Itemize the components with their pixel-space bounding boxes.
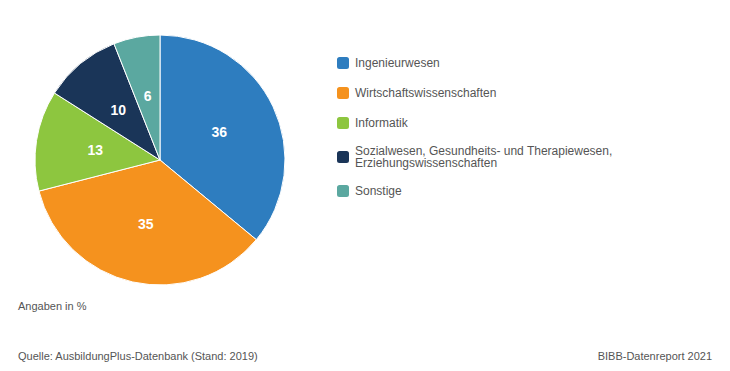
svg-text:Angaben in %: Angaben in % — [18, 300, 87, 312]
svg-text:6: 6 — [144, 88, 152, 104]
svg-text:36: 36 — [211, 124, 227, 140]
svg-text:Informatik: Informatik — [355, 116, 409, 130]
svg-text:35: 35 — [138, 216, 154, 232]
svg-text:Ingenieurwesen: Ingenieurwesen — [355, 56, 440, 70]
svg-text:Sozialwesen, Gesundheits- und: Sozialwesen, Gesundheits- und Therapiewe… — [355, 144, 613, 158]
svg-text:Erziehungswissenschaften: Erziehungswissenschaften — [355, 156, 497, 170]
svg-text:Sonstige: Sonstige — [355, 184, 402, 198]
svg-text:13: 13 — [88, 142, 104, 158]
svg-text:BIBB-Datenreport 2021: BIBB-Datenreport 2021 — [598, 350, 712, 362]
svg-text:10: 10 — [110, 102, 126, 118]
svg-text:Wirtschaftswissenschaften: Wirtschaftswissenschaften — [355, 86, 496, 100]
svg-text:Quelle: AusbildungPlus-Datenba: Quelle: AusbildungPlus-Datenbank (Stand:… — [18, 350, 258, 362]
